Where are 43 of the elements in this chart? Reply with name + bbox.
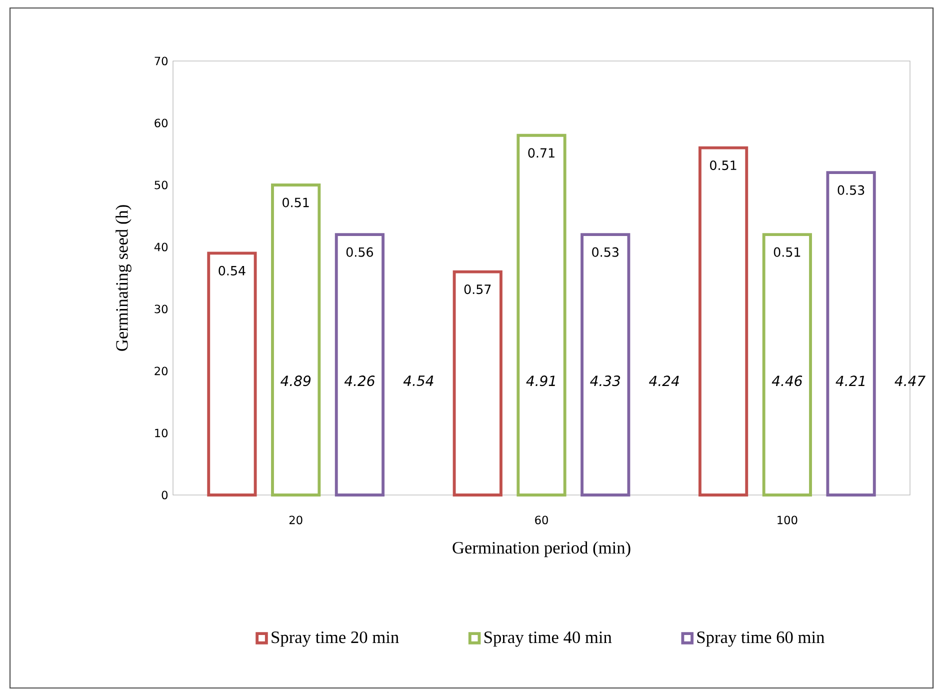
annotation: 4.26 [344, 376, 375, 386]
annotation: 4.91 [526, 376, 555, 386]
annotation: 0.51 [710, 160, 736, 170]
annotation: 4.89 [280, 376, 311, 386]
annotation: 4.47 [894, 376, 926, 386]
bar [698, 146, 748, 496]
y-tick-label: 60 [154, 118, 168, 128]
x-axis-title: Germination period (min) [452, 541, 630, 558]
annotation: 0.56 [346, 247, 374, 257]
annotation: 0.53 [592, 247, 618, 257]
annotation: 4.21 [836, 376, 864, 386]
y-tick-label: 70 [154, 56, 168, 66]
y-tick-label: 40 [154, 242, 168, 252]
legend-label: Spray time 40 min [484, 631, 612, 647]
legend-label: Spray time 20 min [272, 631, 399, 647]
annotation: 0.51 [774, 247, 800, 257]
y-tick-label: 30 [154, 304, 168, 314]
bar [271, 184, 321, 496]
y-axis-title: Germinating seed (h) [116, 205, 132, 351]
bar [516, 134, 566, 496]
annotation: 0.71 [528, 148, 554, 158]
legend-label: Spray time 60 min [697, 631, 824, 647]
annotation: 4.33 [590, 376, 620, 386]
annotation: 0.53 [838, 185, 864, 195]
x-tick-label: 100 [778, 516, 798, 524]
annotation: 4.46 [772, 376, 802, 386]
bar [826, 171, 876, 496]
annotation: 0.51 [282, 198, 309, 208]
annotation: 0.54 [218, 266, 246, 276]
y-tick-label: 20 [154, 366, 168, 376]
bar [207, 252, 257, 496]
y-tick-label: 10 [155, 428, 168, 438]
y-tick-label: 50 [154, 180, 168, 190]
annotation: 4.54 [403, 376, 434, 386]
bar [334, 233, 385, 496]
bar [580, 233, 630, 496]
x-tick-label: 60 [535, 516, 548, 524]
bar [762, 233, 812, 496]
bar [452, 270, 502, 496]
annotation: 0.57 [464, 284, 491, 294]
annotation: 4.24 [649, 376, 679, 386]
x-tick-label: 20 [289, 516, 302, 524]
y-tick-label: 0 [162, 490, 168, 500]
